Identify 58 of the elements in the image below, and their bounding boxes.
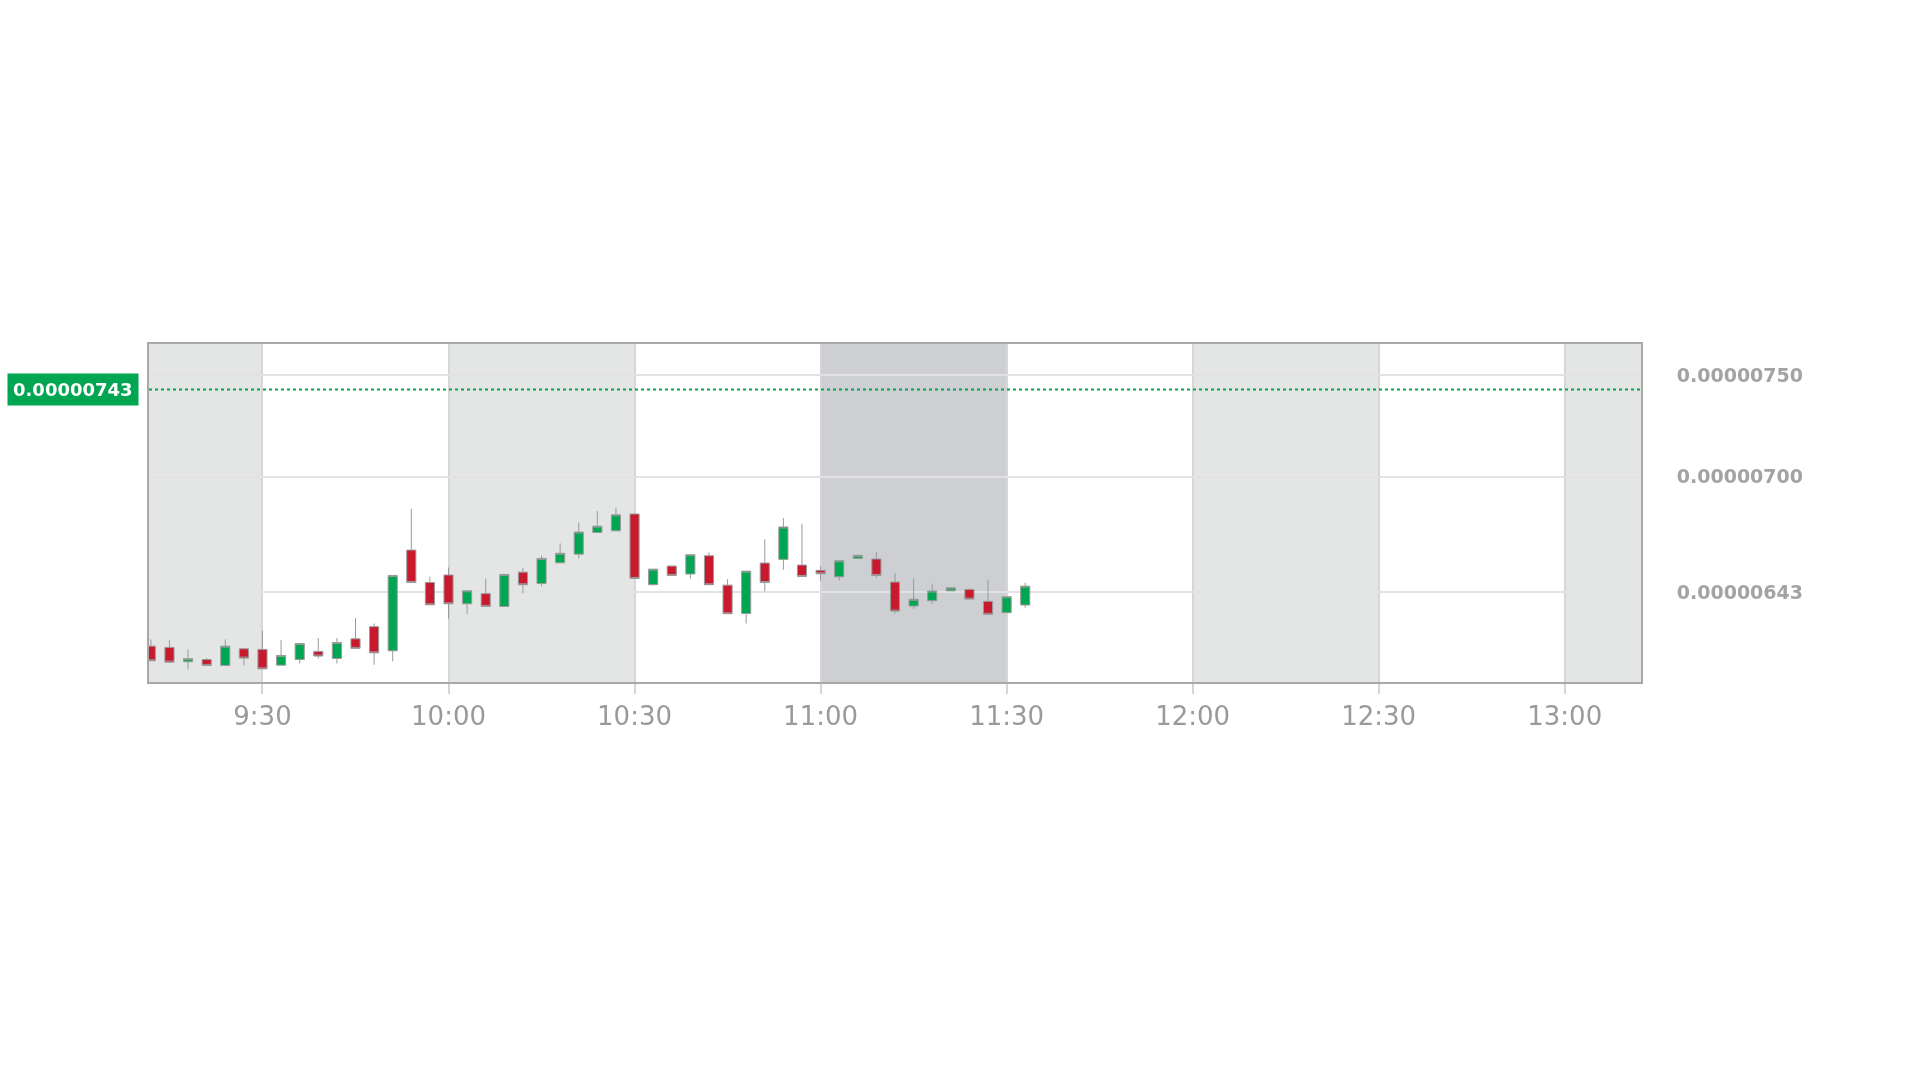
x-tick-label: 10:00 [411,701,486,732]
candlestick [685,554,696,579]
candlestick [945,587,956,592]
candlestick [517,567,528,594]
x-tick-label: 9:30 [233,701,292,732]
candlestick [164,639,175,663]
y-tick-label: 0.00000643 [1676,580,1803,603]
x-tick-label: 11:00 [783,701,859,732]
candlestick [350,617,361,649]
candlestick [908,577,919,610]
candlestick [424,576,435,606]
candlestick [741,570,752,624]
x-tick-label: 12:30 [1341,701,1417,732]
candlestick [462,590,473,615]
candlestick [201,657,212,666]
candlestick [889,572,901,615]
ref-line-label: 0.00000743 [13,379,133,400]
y-tick-label: 0.00000700 [1676,465,1803,488]
candlestick [220,638,231,666]
candlestick [778,517,789,571]
x-tick-label: 10:30 [597,701,673,732]
x-tick-label: 12:00 [1155,701,1231,732]
candlestick [759,538,770,592]
y-tick-label: 0.00000750 [1676,364,1803,387]
candlestick [982,579,994,615]
candlestick [648,568,659,586]
candlestick [592,510,603,533]
candlestick [1020,582,1031,609]
candlestick [276,639,287,666]
candlestick [834,560,845,582]
x-tick-label: 13:00 [1527,701,1603,732]
candlestick [555,542,566,564]
candlestick [629,513,640,579]
candlestick [387,574,398,662]
x-tick-label: 11:30 [969,701,1045,732]
candlestick [871,551,882,579]
candlestick [573,521,584,559]
candlestick [964,588,975,600]
candlestick [796,523,808,577]
candlestick [257,630,268,670]
candlestick [313,637,324,660]
candlestick [183,648,194,670]
candlestick [536,554,547,587]
candlestick [1001,596,1012,614]
candlestick [480,578,491,607]
candlestick [369,622,380,666]
candlestick [722,578,733,615]
candlestick [238,648,249,666]
candlestick [703,552,715,586]
candlestick [406,508,417,583]
candlestick [499,573,510,607]
candlestick [927,583,938,605]
candlestick [331,637,342,664]
candlestick [610,507,622,532]
candlestick [815,565,826,582]
candlestick [294,643,305,664]
candlestick [666,565,677,576]
candlestick [443,567,454,620]
